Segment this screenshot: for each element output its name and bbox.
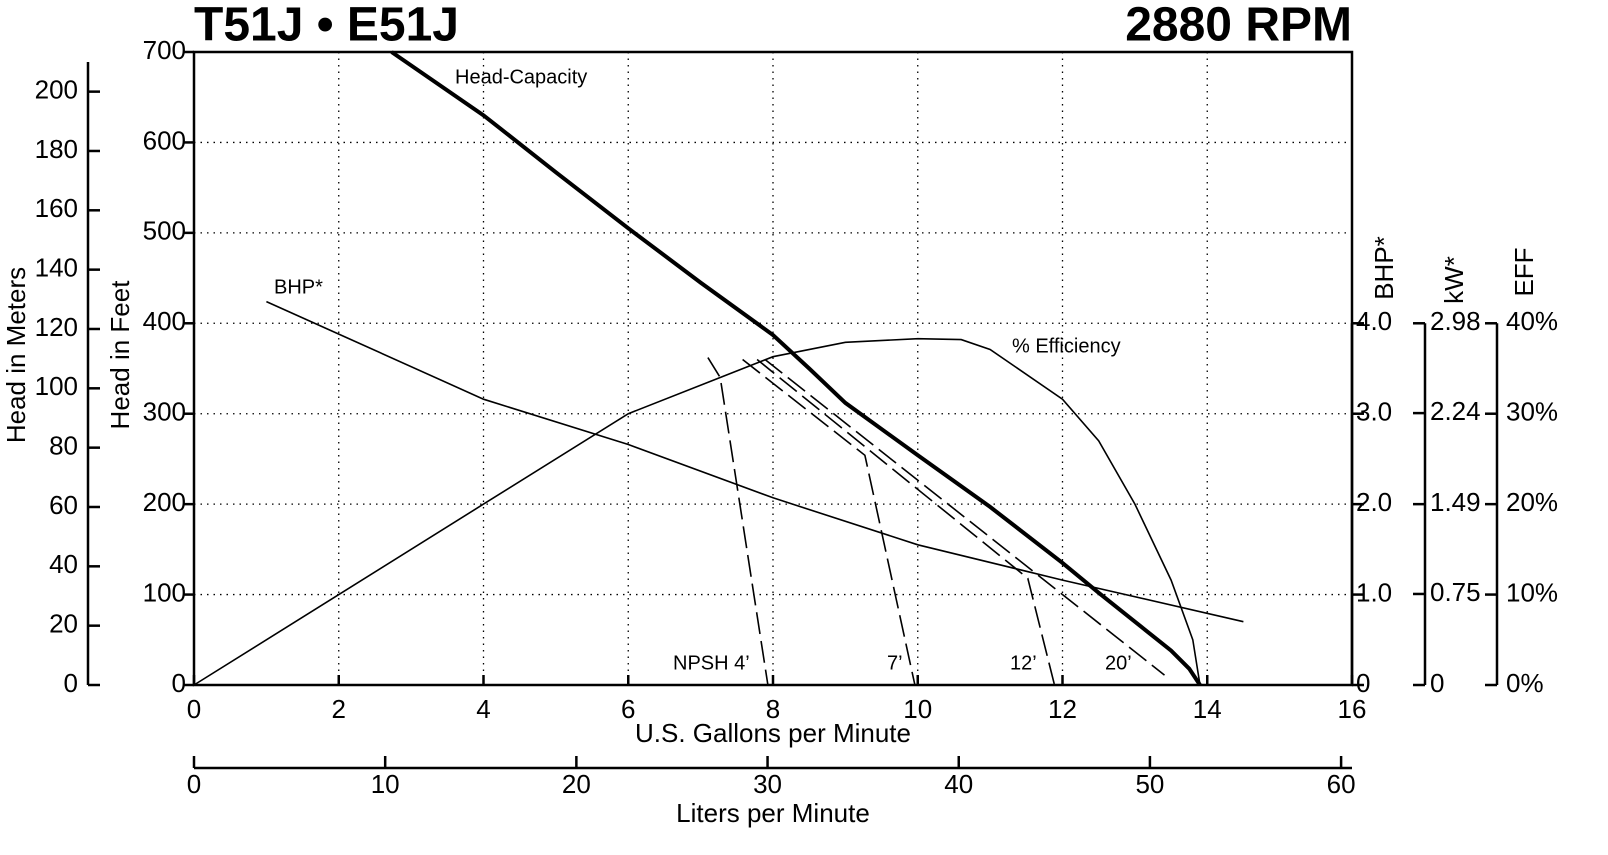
y-tick-label: 200 bbox=[143, 487, 186, 517]
x2-tick-label: 30 bbox=[753, 769, 782, 799]
side-tick-label: 30% bbox=[1506, 397, 1558, 427]
series-line bbox=[756, 358, 1056, 686]
y-tick-label: 100 bbox=[143, 577, 186, 607]
series-label: % Efficiency bbox=[1012, 335, 1121, 357]
x-tick-label: 0 bbox=[187, 694, 201, 724]
meters-axis-title: Head in Meters bbox=[1, 267, 31, 443]
series-line bbox=[390, 50, 1202, 687]
side-tick-label: 1.0 bbox=[1356, 577, 1392, 607]
kw-axis-title: kW* bbox=[1439, 256, 1469, 304]
series-label: 12’ bbox=[1010, 652, 1037, 674]
side-tick-label: 60 bbox=[49, 490, 78, 520]
side-tick-label: 140 bbox=[35, 253, 78, 283]
side-tick-label: 40% bbox=[1506, 306, 1558, 336]
x2-tick-label: 40 bbox=[944, 769, 973, 799]
side-tick-label: 20 bbox=[49, 609, 78, 639]
y-tick-label: 500 bbox=[143, 216, 186, 246]
series-line bbox=[764, 358, 1165, 676]
series-label: 7’ bbox=[887, 652, 903, 674]
x2-axis-title: Liters per Minute bbox=[676, 798, 870, 828]
side-tick-label: 120 bbox=[35, 312, 78, 342]
x-axis-title: U.S. Gallons per Minute bbox=[635, 718, 911, 748]
x2-tick-label: 20 bbox=[562, 769, 591, 799]
side-tick-label: 3.0 bbox=[1356, 397, 1392, 427]
side-tick-label: 20% bbox=[1506, 487, 1558, 517]
side-tick-label: 0.75 bbox=[1430, 577, 1481, 607]
chart-title: T51J • E51J bbox=[194, 0, 459, 52]
series-label: 20’ bbox=[1105, 652, 1132, 674]
side-tick-label: 0% bbox=[1506, 668, 1544, 698]
side-tick-label: 2.98 bbox=[1430, 306, 1481, 336]
x-tick-label: 6 bbox=[621, 694, 635, 724]
plot-frame bbox=[192, 50, 1354, 687]
x-tick-label: 10 bbox=[903, 694, 932, 724]
side-tick-label: 180 bbox=[35, 134, 78, 164]
series-line bbox=[266, 300, 1244, 623]
bhp-axis-title: BHP* bbox=[1369, 236, 1399, 300]
side-tick-label: 1.49 bbox=[1430, 487, 1481, 517]
series-label: BHP* bbox=[274, 276, 323, 298]
series-line bbox=[193, 337, 1201, 686]
x-tick-label: 4 bbox=[476, 694, 490, 724]
y-tick-label: 0 bbox=[172, 668, 186, 698]
side-tick-label: 4.0 bbox=[1356, 306, 1392, 336]
y-tick-label: 300 bbox=[143, 397, 186, 427]
series-line bbox=[707, 357, 769, 686]
side-tick-label: 2.0 bbox=[1356, 487, 1392, 517]
x-tick-label: 2 bbox=[332, 694, 346, 724]
series-line bbox=[742, 358, 916, 686]
eff-axis-title: EFF bbox=[1509, 247, 1539, 296]
side-tick-label: 0 bbox=[1430, 668, 1444, 698]
y-axis-title: Head in Feet bbox=[105, 280, 135, 430]
series-label: Head-Capacity bbox=[455, 66, 587, 88]
x-tick-label: 16 bbox=[1338, 694, 1367, 724]
y-tick-label: 400 bbox=[143, 306, 186, 336]
side-tick-label: 160 bbox=[35, 193, 78, 223]
side-tick-label: 100 bbox=[35, 371, 78, 401]
y-tick-label: 700 bbox=[143, 35, 186, 65]
side-tick-label: 200 bbox=[35, 75, 78, 105]
side-tick-label: 2.24 bbox=[1430, 396, 1481, 426]
x2-tick-label: 50 bbox=[1135, 769, 1164, 799]
x-tick-label: 8 bbox=[766, 694, 780, 724]
x-tick-label: 14 bbox=[1193, 694, 1222, 724]
x2-tick-label: 0 bbox=[187, 769, 201, 799]
side-tick-label: 10% bbox=[1506, 577, 1558, 607]
side-tick-label: 0 bbox=[1356, 668, 1370, 698]
series-label: NPSH 4’ bbox=[673, 652, 750, 674]
chart-subtitle: 2880 RPM bbox=[1125, 0, 1352, 52]
x-tick-label: 12 bbox=[1048, 694, 1077, 724]
y-tick-label: 600 bbox=[143, 125, 186, 155]
x2-tick-label: 60 bbox=[1327, 769, 1356, 799]
side-tick-label: 40 bbox=[49, 549, 78, 579]
side-tick-label: 80 bbox=[49, 431, 78, 461]
side-tick-label: 0 bbox=[64, 668, 78, 698]
x2-tick-label: 10 bbox=[371, 769, 400, 799]
